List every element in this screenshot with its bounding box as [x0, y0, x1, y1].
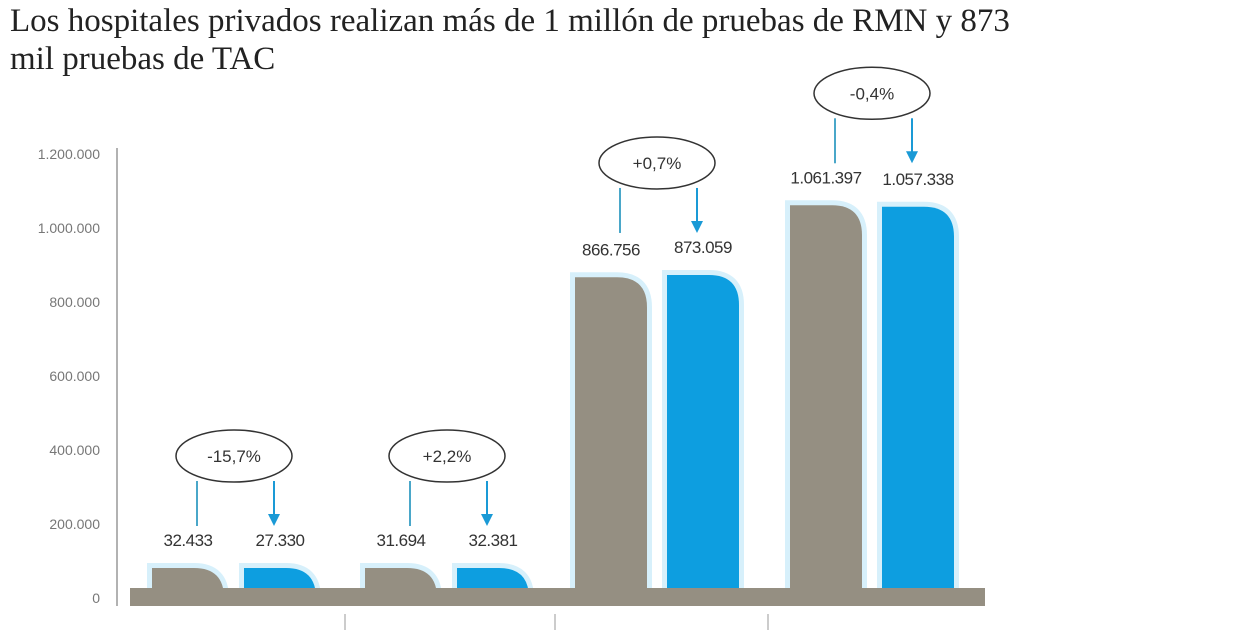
y-tick-label: 800.000: [49, 294, 100, 310]
data-label: 31.694: [377, 531, 426, 550]
baseline-bar: [130, 588, 985, 606]
y-tick-label: 0: [92, 590, 100, 606]
change-label: -0,4%: [850, 84, 894, 103]
y-tick-label: 600.000: [49, 368, 100, 384]
y-tick-label: 200.000: [49, 516, 100, 532]
data-label: 32.433: [164, 531, 213, 550]
change-label: -15,7%: [207, 447, 261, 466]
data-label: 866.756: [582, 240, 640, 259]
change-ellipse: [388, 429, 506, 483]
arrow-down-icon: [691, 220, 703, 233]
data-label: 1.057.338: [882, 170, 953, 189]
bar: [882, 206, 954, 598]
data-label: 873.059: [674, 238, 732, 257]
change-ellipse: [598, 136, 716, 190]
y-tick-label: 400.000: [49, 442, 100, 458]
y-tick-label: 1.200.000: [38, 146, 100, 162]
change-label: +0,7%: [633, 154, 682, 173]
change-label: +2,2%: [423, 447, 472, 466]
arrow-down-icon: [481, 514, 493, 526]
change-ellipse: [175, 429, 293, 483]
change-ellipse: [813, 66, 931, 121]
arrow-down-icon: [268, 514, 280, 526]
y-tick-label: 1.000.000: [38, 220, 100, 236]
bar: [790, 205, 862, 598]
data-label: 27.330: [256, 531, 305, 550]
bar: [667, 274, 739, 598]
arrow-down-icon: [906, 151, 918, 164]
chart-title: Los hospitales privados realizan más de …: [10, 3, 1010, 77]
bar: [575, 277, 647, 598]
data-label: 32.381: [469, 531, 518, 550]
data-label: 1.061.397: [790, 168, 861, 187]
